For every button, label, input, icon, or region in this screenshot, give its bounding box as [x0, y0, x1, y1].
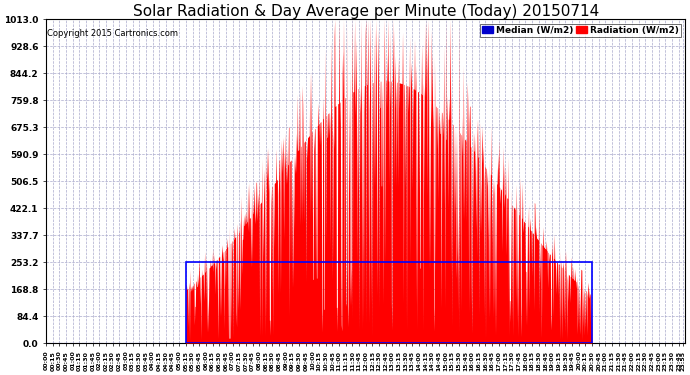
Title: Solar Radiation & Day Average per Minute (Today) 20150714: Solar Radiation & Day Average per Minute… [132, 4, 599, 19]
Bar [186, 262, 592, 343]
Text: Copyright 2015 Cartronics.com: Copyright 2015 Cartronics.com [47, 29, 178, 38]
Legend: Median (W/m2), Radiation (W/m2): Median (W/m2), Radiation (W/m2) [480, 24, 680, 37]
